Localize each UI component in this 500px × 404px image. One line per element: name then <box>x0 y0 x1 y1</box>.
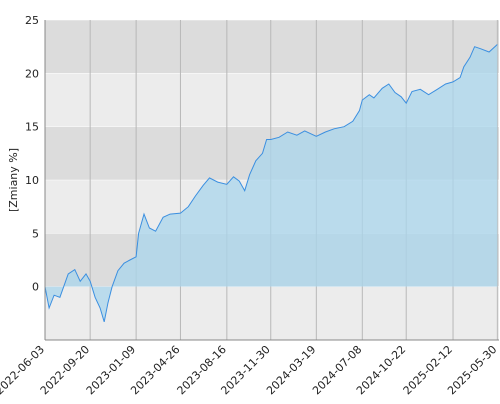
y-tick-label: 10 <box>25 174 39 187</box>
y-tick-label: 25 <box>25 14 39 27</box>
y-axis-label: [Zmiany %] <box>7 148 20 212</box>
y-tick-label: 20 <box>25 67 39 80</box>
y-tick-label: 0 <box>32 281 39 294</box>
line <box>44 44 498 323</box>
plot-band <box>45 286 499 340</box>
area <box>45 44 498 322</box>
y-tick-label: 5 <box>32 227 39 240</box>
plot-band <box>45 20 499 74</box>
y-tick-label: 15 <box>25 121 39 134</box>
